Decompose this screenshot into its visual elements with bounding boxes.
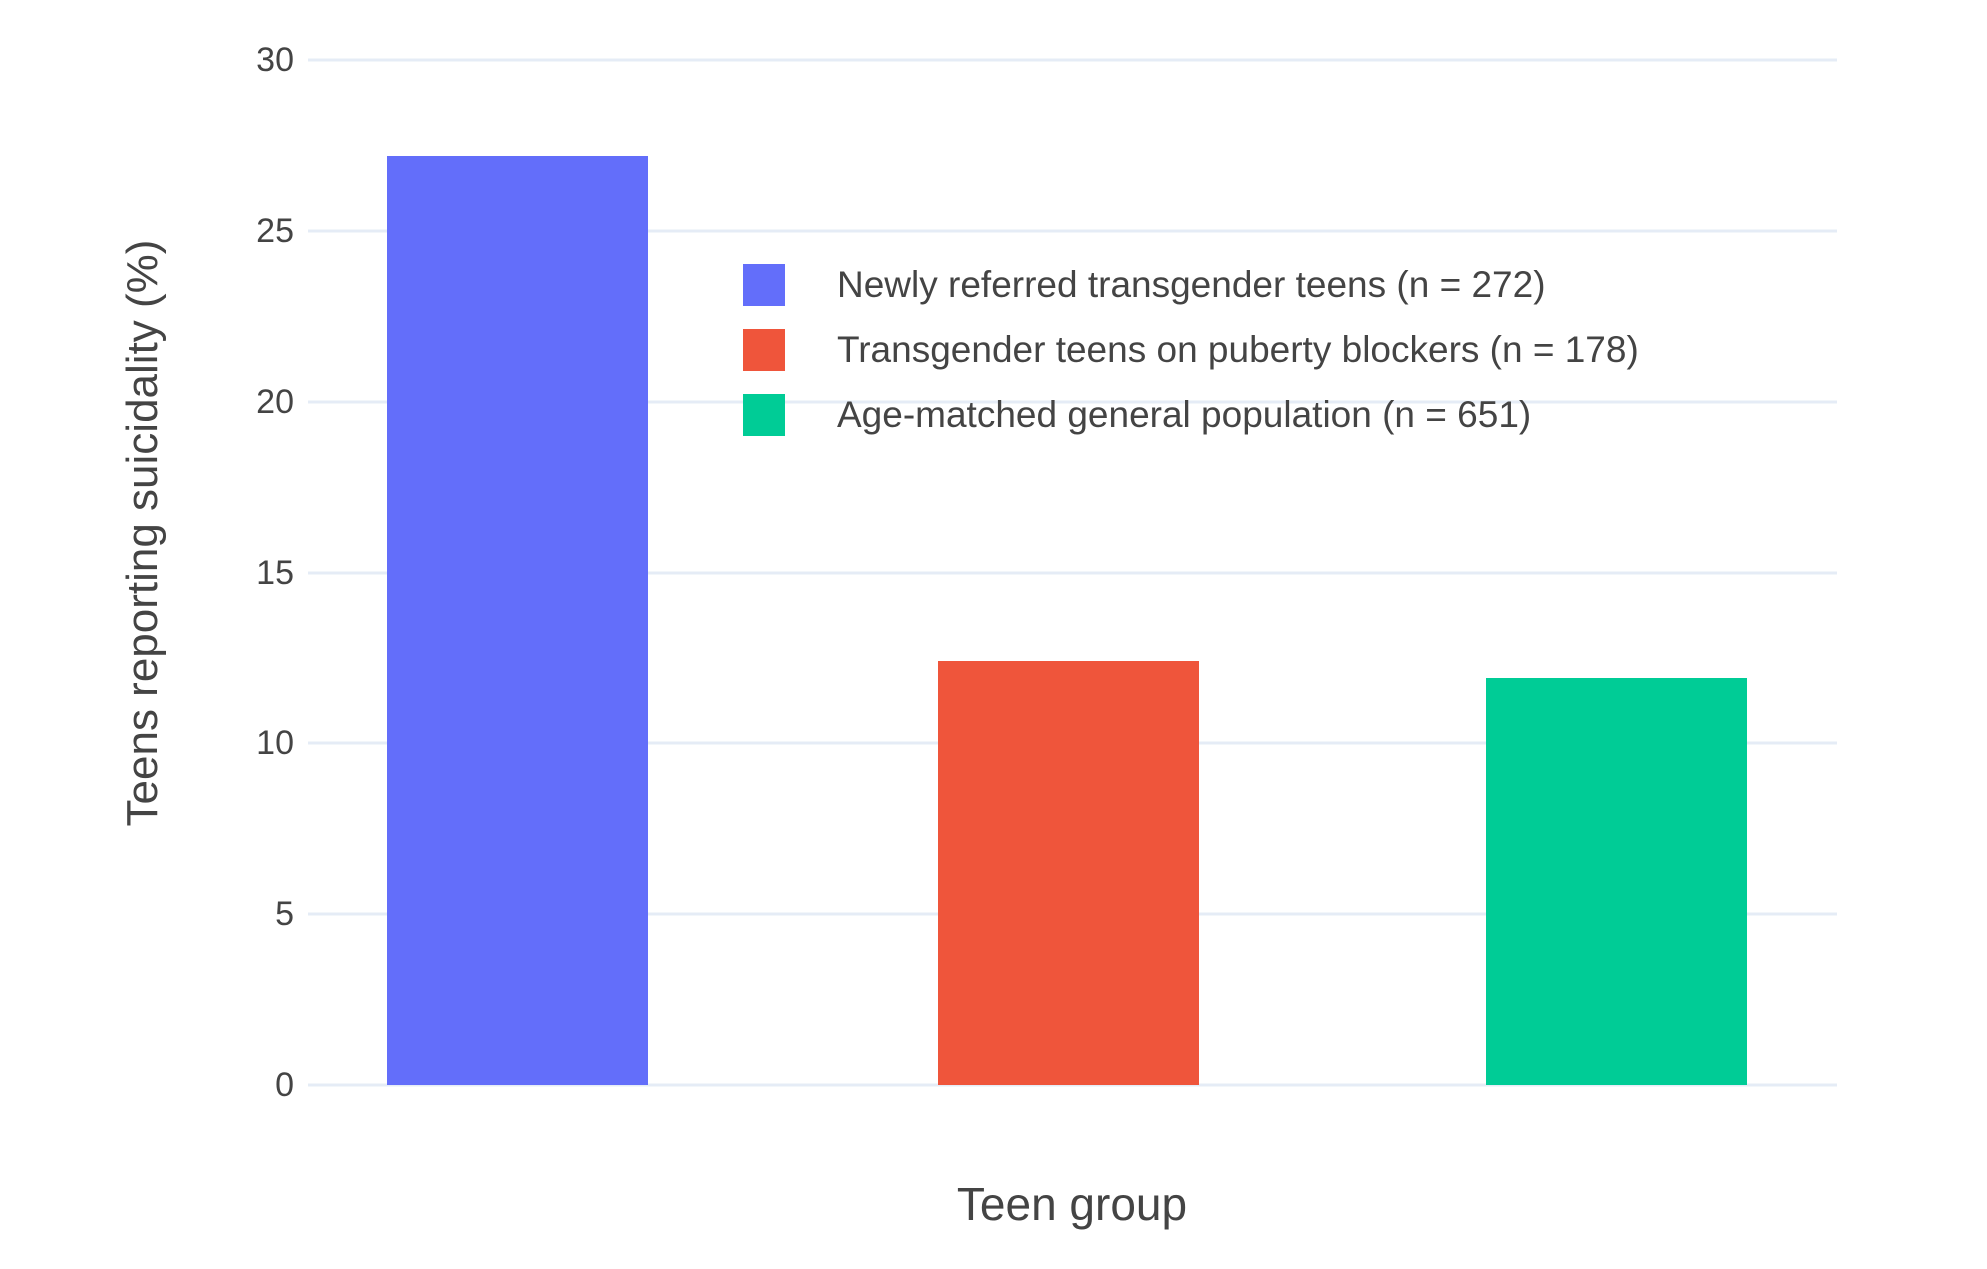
legend: Newly referred transgender teens (n = 27… xyxy=(743,252,1639,447)
legend-item-3[interactable]: Age-matched general population (n = 651) xyxy=(743,382,1639,447)
legend-label: Transgender teens on puberty blockers (n… xyxy=(837,328,1639,370)
y-gridline-0 xyxy=(308,1083,1837,1087)
y-tick-label-20: 20 xyxy=(256,382,294,421)
y-axis-title: Teens reporting suicidality (%) xyxy=(118,239,167,827)
bar-3[interactable] xyxy=(1486,678,1748,1085)
y-tick-label-25: 25 xyxy=(256,211,294,250)
y-tick-label-15: 15 xyxy=(256,553,294,592)
x-axis-title: Teen group xyxy=(956,1178,1188,1230)
y-tick-label-10: 10 xyxy=(256,724,294,763)
legend-label: Age-matched general population (n = 651) xyxy=(837,393,1532,435)
y-tick-label-5: 5 xyxy=(275,895,294,934)
y-gridline-20 xyxy=(308,400,1837,404)
legend-item-2[interactable]: Transgender teens on puberty blockers (n… xyxy=(743,317,1639,382)
y-gridline-15 xyxy=(308,571,1837,574)
y-tick-label-0: 0 xyxy=(275,1066,294,1104)
bar-2[interactable] xyxy=(937,661,1199,1085)
y-gridline-25 xyxy=(308,229,1837,233)
bar-1[interactable] xyxy=(387,155,649,1085)
legend-label: Newly referred transgender teens (n = 27… xyxy=(837,263,1546,305)
legend-swatch-icon xyxy=(743,263,785,306)
legend-swatch-icon xyxy=(743,328,785,371)
legend-item-1[interactable]: Newly referred transgender teens (n = 27… xyxy=(743,252,1639,317)
y-gridline-30 xyxy=(308,58,1837,62)
y-tick-label-30: 30 xyxy=(256,41,294,79)
legend-swatch-icon xyxy=(743,393,785,436)
plot-area: 0 5 10 15 20 25 30 xyxy=(256,43,1837,1102)
